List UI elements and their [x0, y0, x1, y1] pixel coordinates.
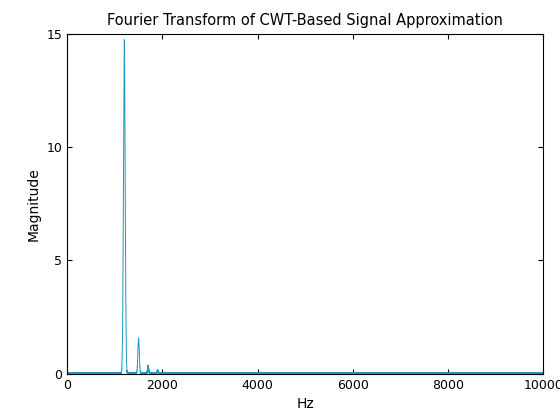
X-axis label: Hz: Hz	[296, 397, 314, 411]
Y-axis label: Magnitude: Magnitude	[27, 167, 41, 241]
Title: Fourier Transform of CWT-Based Signal Approximation: Fourier Transform of CWT-Based Signal Ap…	[108, 13, 503, 28]
